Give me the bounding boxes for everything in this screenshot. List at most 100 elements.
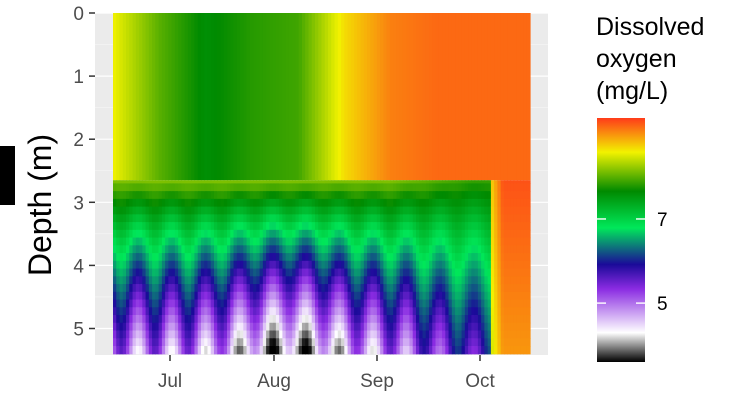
heatmap-cell xyxy=(445,183,450,192)
heatmap-cell xyxy=(295,229,300,239)
heatmap-cell xyxy=(510,180,515,184)
heatmap-cell xyxy=(174,260,179,270)
heatmap-cell xyxy=(236,299,241,308)
heatmap-cell xyxy=(308,198,313,208)
heatmap-cell xyxy=(126,13,130,181)
heatmap-cell xyxy=(396,346,401,355)
heatmap-cell xyxy=(266,338,270,347)
heatmap-cell xyxy=(324,13,329,181)
heatmap-cell xyxy=(129,322,134,332)
heatmap-cell xyxy=(119,198,124,208)
heatmap-cell xyxy=(422,346,427,355)
heatmap-cell xyxy=(246,330,251,339)
heatmap-cell xyxy=(158,338,163,347)
heatmap-cell xyxy=(494,229,499,239)
heatmap-cell xyxy=(344,338,349,347)
heatmap-cell xyxy=(298,291,303,301)
heatmap-cell xyxy=(314,13,319,181)
heatmap-cell xyxy=(451,330,456,339)
heatmap-cell xyxy=(318,183,323,192)
heatmap-cell xyxy=(314,253,319,262)
heatmap-cell xyxy=(233,253,238,262)
heatmap-cell xyxy=(262,191,267,200)
heatmap-cell xyxy=(191,229,196,239)
heatmap-cell xyxy=(148,268,153,277)
heatmap-cell xyxy=(220,315,225,324)
heatmap-cell xyxy=(503,237,508,246)
heatmap-cell xyxy=(288,214,293,223)
heatmap-cell xyxy=(243,253,248,262)
heatmap-cell xyxy=(399,183,404,192)
heatmap-cell xyxy=(350,206,355,215)
heatmap-cell xyxy=(249,307,254,316)
heatmap-cell xyxy=(497,291,502,301)
heatmap-cell xyxy=(347,338,352,347)
heatmap-cell xyxy=(468,346,472,355)
heatmap-cell xyxy=(380,330,384,339)
heatmap-cell xyxy=(213,206,218,215)
heatmap-cell xyxy=(396,214,401,223)
heatmap-cell xyxy=(370,180,375,184)
heatmap-cell xyxy=(253,183,257,192)
heatmap-cell xyxy=(383,245,388,254)
heatmap-cell xyxy=(223,214,228,223)
heatmap-cell xyxy=(139,284,143,293)
heatmap-cell xyxy=(422,284,427,293)
heatmap-cell xyxy=(135,206,140,215)
heatmap-cell xyxy=(341,284,345,293)
heatmap-cell xyxy=(468,237,472,246)
heatmap-cell xyxy=(253,13,257,181)
heatmap-cell xyxy=(455,245,459,254)
heatmap-cell xyxy=(334,268,339,277)
heatmap-cell xyxy=(207,237,212,246)
heatmap-cell xyxy=(422,237,427,246)
heatmap-cell xyxy=(314,338,319,347)
heatmap-cell xyxy=(217,13,222,181)
heatmap-cell xyxy=(253,222,257,231)
heatmap-cell xyxy=(184,268,189,277)
heatmap-cell xyxy=(468,322,472,332)
heatmap-cell xyxy=(311,315,316,324)
heatmap-cell xyxy=(233,214,238,223)
heatmap-cell xyxy=(370,307,375,316)
heatmap-cell xyxy=(249,315,254,324)
heatmap-cell xyxy=(217,206,222,215)
heatmap-cell xyxy=(415,346,420,355)
heatmap-cell xyxy=(200,245,205,254)
heatmap-cell xyxy=(419,284,424,293)
heatmap-cell xyxy=(451,183,456,192)
legend-tick-label: 7 xyxy=(657,210,668,231)
heatmap-cell xyxy=(122,13,127,181)
heatmap-cell xyxy=(272,330,277,339)
heatmap-cell xyxy=(438,206,443,215)
heatmap-cell xyxy=(373,299,378,308)
heatmap-cell xyxy=(171,191,176,200)
heatmap-cell xyxy=(311,237,316,246)
heatmap-cell xyxy=(200,260,205,270)
heatmap-cell xyxy=(210,276,215,285)
heatmap-cell xyxy=(393,198,398,208)
heatmap-cell xyxy=(357,222,362,231)
heatmap-cell xyxy=(227,291,231,301)
heatmap-cell xyxy=(334,180,339,184)
heatmap-cell xyxy=(494,284,499,293)
heatmap-cell xyxy=(253,245,257,254)
heatmap-cell xyxy=(402,307,407,316)
heatmap-cell xyxy=(334,245,339,254)
heatmap-cell xyxy=(357,206,362,215)
legend-colorbar xyxy=(597,118,645,362)
heatmap-cell xyxy=(253,276,257,285)
heatmap-cell xyxy=(259,322,264,332)
heatmap-cell xyxy=(126,183,130,192)
heatmap-cell xyxy=(148,307,153,316)
heatmap-cell xyxy=(422,307,427,316)
heatmap-cell xyxy=(122,180,127,184)
heatmap-cell xyxy=(155,206,160,215)
heatmap-cell xyxy=(324,245,329,254)
heatmap-cell xyxy=(259,330,264,339)
heatmap-cell xyxy=(455,13,459,181)
heatmap-cell xyxy=(354,13,358,181)
heatmap-cell xyxy=(429,315,433,324)
heatmap-cell xyxy=(282,206,287,215)
heatmap-cell xyxy=(435,291,440,301)
